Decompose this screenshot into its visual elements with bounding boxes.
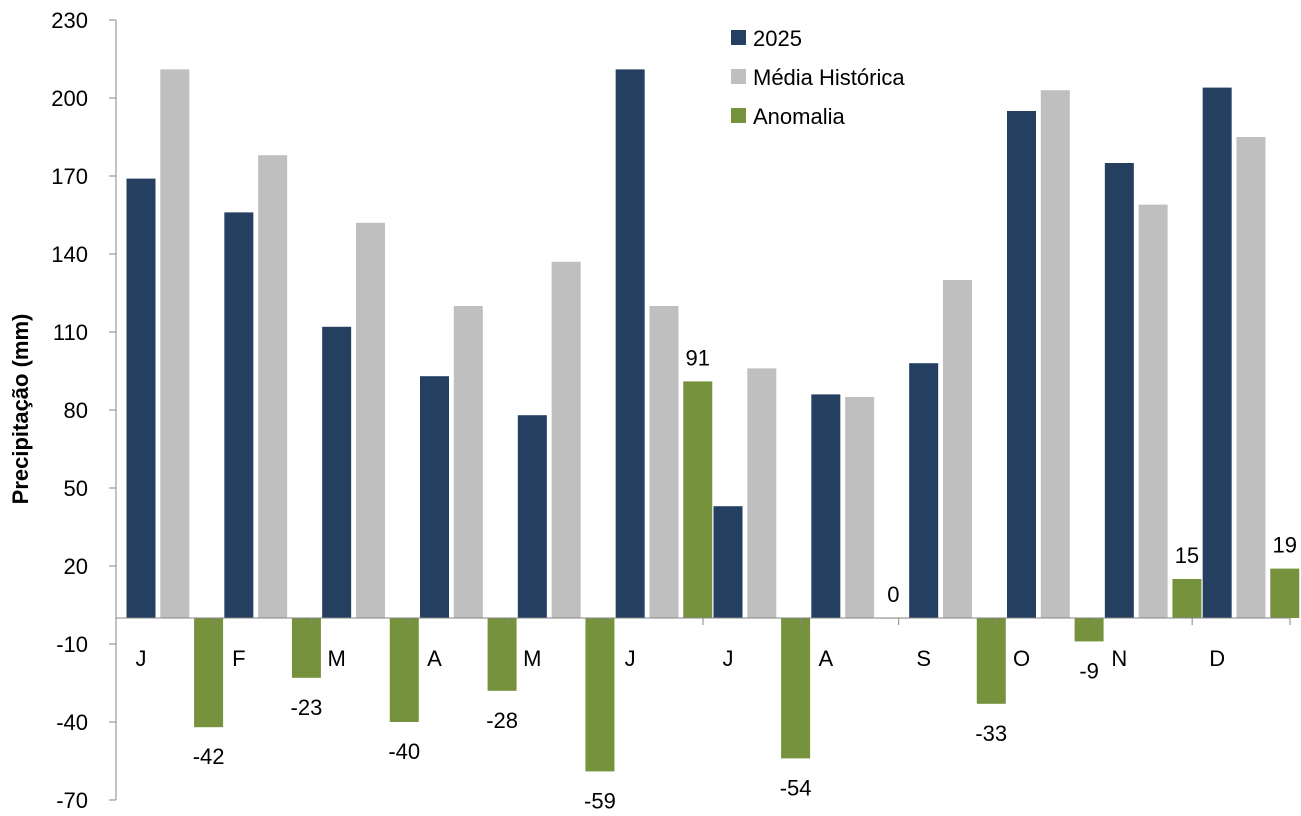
y-tick-label: 20 bbox=[64, 554, 88, 579]
bar-anomalia-2 bbox=[291, 618, 321, 678]
bars bbox=[126, 69, 1300, 772]
y-tick-label: -70 bbox=[56, 788, 88, 813]
bar-2025-12 bbox=[1202, 87, 1232, 619]
y-tick-label: 230 bbox=[51, 8, 88, 33]
bar-anomalia-6 bbox=[683, 381, 713, 618]
bar-anomalia-10 bbox=[1074, 618, 1104, 642]
x-tick-label: A bbox=[818, 646, 833, 671]
bar-2025-3 bbox=[322, 326, 352, 618]
x-tick-label: F bbox=[232, 646, 245, 671]
x-tick-label: D bbox=[1209, 646, 1225, 671]
x-tick-label: S bbox=[916, 646, 931, 671]
y-tick-label: 50 bbox=[64, 476, 88, 501]
y-tick-label: 200 bbox=[51, 86, 88, 111]
y-tick-label: 110 bbox=[53, 320, 88, 345]
data-label-anomalia: -54 bbox=[780, 775, 812, 800]
bar-m-dia-hist-rica-12 bbox=[1236, 137, 1266, 618]
x-tick-label: J bbox=[723, 646, 734, 671]
bar-2025-9 bbox=[909, 363, 939, 618]
data-label-anomalia: -9 bbox=[1079, 658, 1099, 683]
legend-label: Anomalia bbox=[753, 104, 845, 129]
y-axis: 230 200 170 140 110 80 50 20 -10 -40 -70 bbox=[51, 8, 117, 813]
y-tick-label: 80 bbox=[64, 398, 88, 423]
bar-m-dia-hist-rica-6 bbox=[649, 306, 679, 618]
y-axis-title: Precipitação (mm) bbox=[8, 314, 33, 505]
y-tick-label: 170 bbox=[51, 164, 88, 189]
x-tick-label: O bbox=[1013, 646, 1030, 671]
bar-anomalia-9 bbox=[976, 618, 1006, 704]
data-label-anomalia: 0 bbox=[887, 582, 899, 607]
data-label-anomalia: -59 bbox=[584, 788, 616, 813]
bar-m-dia-hist-rica-11 bbox=[1138, 204, 1168, 618]
bar-2025-1 bbox=[126, 178, 156, 618]
bar-m-dia-hist-rica-7 bbox=[747, 368, 777, 618]
bar-2025-7 bbox=[713, 506, 743, 618]
data-label-anomalia: 15 bbox=[1175, 543, 1199, 568]
bar-2025-6 bbox=[615, 69, 645, 618]
bar-m-dia-hist-rica-1 bbox=[160, 69, 190, 618]
data-label-anomalia: -40 bbox=[388, 739, 420, 764]
legend-label: Média Histórica bbox=[753, 65, 905, 90]
bar-m-dia-hist-rica-10 bbox=[1040, 90, 1070, 618]
bar-2025-2 bbox=[224, 212, 254, 618]
bar-m-dia-hist-rica-9 bbox=[942, 280, 972, 618]
bar-2025-4 bbox=[420, 376, 449, 618]
x-tick-label: J bbox=[136, 646, 147, 671]
data-label-anomalia: 91 bbox=[686, 345, 710, 370]
x-tick-label: J bbox=[625, 646, 636, 671]
data-label-anomalia: -23 bbox=[291, 695, 323, 720]
legend-swatch bbox=[731, 69, 746, 84]
bar-anomalia-4 bbox=[487, 618, 517, 691]
legend-swatch bbox=[731, 108, 746, 123]
legend: 2025 Média Histórica Anomalia bbox=[731, 26, 905, 129]
bar-2025-11 bbox=[1104, 163, 1134, 618]
data-label-anomalia: -28 bbox=[486, 708, 518, 733]
bar-2025-8 bbox=[811, 394, 841, 618]
x-tick-label: N bbox=[1111, 646, 1127, 671]
bar-anomalia-11 bbox=[1172, 579, 1202, 618]
x-tick-label: M bbox=[328, 646, 346, 671]
y-tick-label: 140 bbox=[51, 242, 88, 267]
x-tick-label: A bbox=[427, 646, 442, 671]
bar-m-dia-hist-rica-2 bbox=[258, 155, 288, 618]
bar-anomalia-12 bbox=[1270, 568, 1300, 618]
bar-2025-10 bbox=[1007, 111, 1036, 618]
bar-anomalia-7 bbox=[781, 618, 811, 759]
y-tick-label: -10 bbox=[56, 632, 88, 657]
x-tick-label: M bbox=[523, 646, 541, 671]
bar-m-dia-hist-rica-4 bbox=[453, 306, 483, 618]
bar-anomalia-1 bbox=[194, 618, 224, 728]
bar-m-dia-hist-rica-8 bbox=[845, 397, 875, 618]
bar-anomalia-5 bbox=[585, 618, 615, 772]
bar-m-dia-hist-rica-3 bbox=[355, 222, 385, 619]
data-labels: -42 -23 -40 -28 -59 91 -54 0 -33 -9 15 19 bbox=[193, 345, 1297, 813]
data-label-anomalia: 19 bbox=[1273, 533, 1297, 558]
data-label-anomalia: -33 bbox=[975, 721, 1007, 746]
y-tick-label: -40 bbox=[56, 710, 88, 735]
data-label-anomalia: -42 bbox=[193, 744, 225, 769]
bar-anomalia-3 bbox=[389, 618, 419, 722]
bar-m-dia-hist-rica-5 bbox=[551, 261, 581, 618]
bar-2025-5 bbox=[517, 415, 547, 618]
legend-label: 2025 bbox=[753, 26, 802, 51]
legend-swatch bbox=[731, 30, 746, 45]
